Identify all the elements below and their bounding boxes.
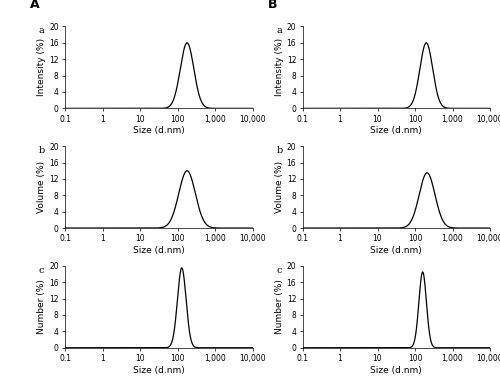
- Y-axis label: Number (%): Number (%): [38, 279, 46, 334]
- Text: a: a: [276, 26, 282, 36]
- Text: c: c: [39, 266, 44, 275]
- Text: c: c: [276, 266, 282, 275]
- Text: b: b: [39, 146, 45, 155]
- Y-axis label: Intensity (%): Intensity (%): [275, 38, 284, 96]
- Text: b: b: [276, 146, 282, 155]
- Text: B: B: [268, 0, 277, 11]
- X-axis label: Size (d.nm): Size (d.nm): [370, 126, 422, 135]
- X-axis label: Size (d.nm): Size (d.nm): [133, 126, 184, 135]
- X-axis label: Size (d.nm): Size (d.nm): [133, 366, 184, 375]
- Y-axis label: Volume (%): Volume (%): [275, 161, 284, 213]
- Y-axis label: Number (%): Number (%): [275, 279, 284, 334]
- Text: A: A: [30, 0, 40, 11]
- X-axis label: Size (d.nm): Size (d.nm): [370, 366, 422, 375]
- Text: a: a: [39, 26, 44, 36]
- X-axis label: Size (d.nm): Size (d.nm): [370, 246, 422, 255]
- Y-axis label: Volume (%): Volume (%): [38, 161, 46, 213]
- Y-axis label: Intensity (%): Intensity (%): [38, 38, 46, 96]
- X-axis label: Size (d.nm): Size (d.nm): [133, 246, 184, 255]
